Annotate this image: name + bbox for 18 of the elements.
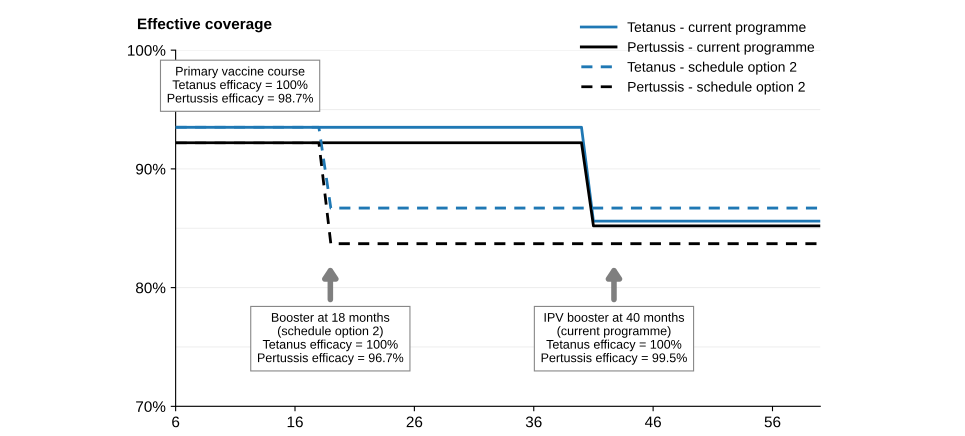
annotation: IPV booster at 40 months (current programme) Tetanus efficacy = 100% Pertussis efficacy = 99.5% [542,312,687,365]
y-axis-title: Effective coverage [138,18,272,32]
x-tick-label: 56 [764,416,780,428]
annotation: Primary vaccine course Tetanus efficacy = 100% Pertussis efficacy = 98.7% [168,66,314,106]
x-tick-label: 16 [288,416,303,428]
y-tick-label: 80% [136,282,166,294]
legend-label: Tetanus - current programme [627,22,806,35]
y-tick-label: 100% [128,45,166,56]
legend-label: Pertussis - current programme [628,42,814,55]
x-tick-label: 26 [406,416,422,428]
x-tick-label: 36 [526,416,542,428]
x-tick-label: 6 [172,416,180,428]
x-tick-label: 46 [644,416,661,428]
legend-label: Pertussis - schedule option 2 [628,82,805,94]
y-tick-label: 90% [136,164,166,175]
y-tick-label: 70% [136,401,166,412]
annotation: Booster at 18 months (schedule option 2) Tetanus efficacy = 100% Pertussis efficacy = 96.7% [258,312,404,365]
legend-label: Tetanus - schedule option 2 [627,62,796,75]
